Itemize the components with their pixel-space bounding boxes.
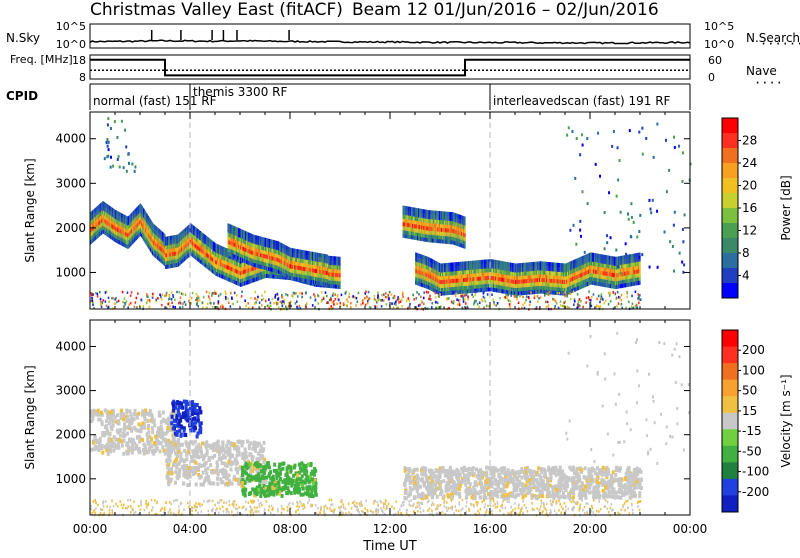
noise-left-tick: 10^5 <box>56 20 86 33</box>
noise-left-label: N.Sky <box>6 31 40 45</box>
plot-title: Christmas Valley East (fitACF) <box>90 0 343 20</box>
freq-tick: 8 <box>79 71 86 84</box>
noise-right-tick: 10^5 <box>704 20 734 33</box>
noise-right-tick: 10^0 <box>704 38 734 51</box>
cpid-label: CPID <box>6 89 38 103</box>
nave-tick: 0 <box>708 71 715 84</box>
noise-search-legend-dots: ······ <box>760 37 800 51</box>
frequency-label: Freq. [MHz] <box>10 53 73 66</box>
noise-left-tick: 10^0 <box>56 38 86 51</box>
frequency-line <box>90 60 690 76</box>
noise-sky-line <box>90 40 690 43</box>
noise-tick-labels: 10^5 10^0 10^5 10^0 <box>56 20 734 51</box>
plot-subtitle: Beam 12 01/Jun/2016 – 02/Jun/2016 <box>352 0 659 20</box>
power-cells <box>90 117 692 311</box>
cpid-segment-label: interleavedscan (fast) 191 RF <box>493 94 671 108</box>
freq-tick: 18 <box>72 54 86 67</box>
power-cell <box>327 255 328 264</box>
noise-panel-frame <box>90 24 690 48</box>
cpid-segment-label: themis 3300 RF <box>193 85 287 99</box>
power-cell <box>339 257 341 266</box>
nave-legend-dots: ···· <box>754 76 783 90</box>
nave-tick: 60 <box>708 54 722 67</box>
